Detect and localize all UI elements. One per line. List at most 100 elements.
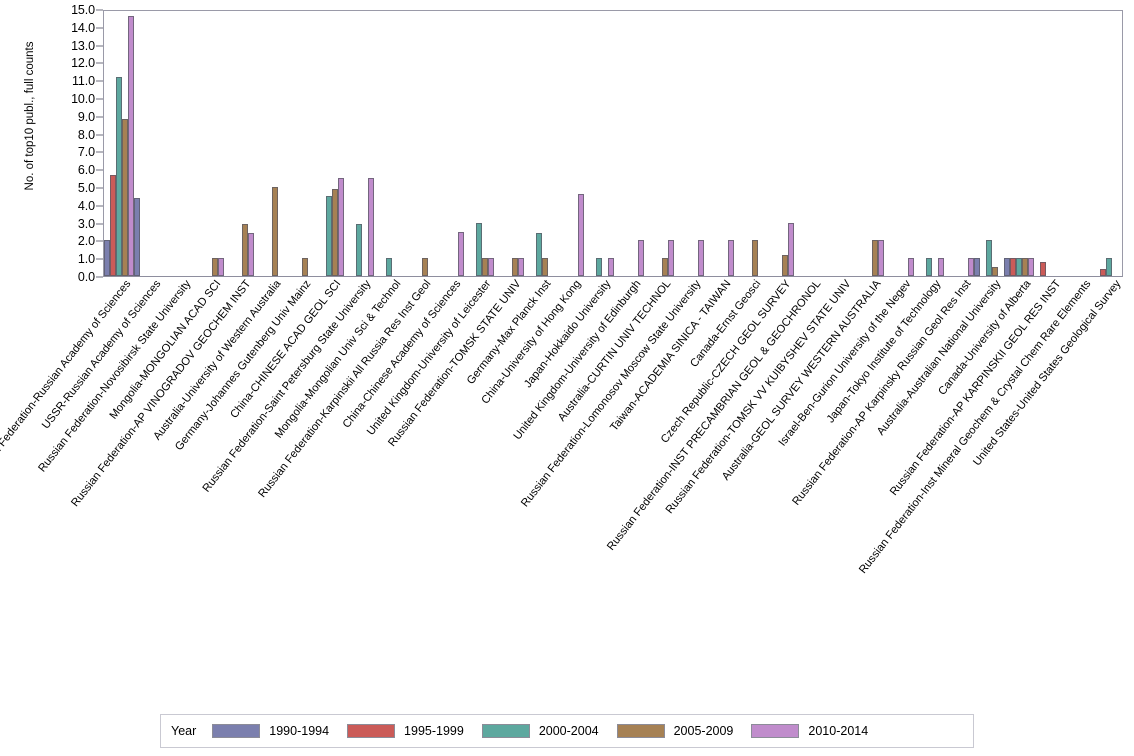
y-tick-mark <box>96 276 103 278</box>
bar-group <box>974 11 1004 276</box>
bar-group <box>494 11 524 276</box>
y-tick-mark <box>96 45 103 47</box>
bar-group <box>104 11 134 276</box>
bar <box>488 258 494 276</box>
bar-group <box>884 11 914 276</box>
legend-item[interactable]: 2005-2009 <box>616 724 734 738</box>
bar <box>662 258 668 276</box>
bar <box>542 258 548 276</box>
bar <box>476 222 482 276</box>
bar <box>728 240 734 276</box>
bar <box>974 258 980 276</box>
bar <box>1010 258 1016 276</box>
legend-item[interactable]: 2010-2014 <box>751 724 868 738</box>
y-tick-label: 11.0 <box>71 74 95 89</box>
bar-group <box>524 11 554 276</box>
y-tick-mark <box>96 258 103 260</box>
y-tick-mark <box>96 116 103 118</box>
bar <box>482 258 488 276</box>
y-tick-label: 10.0 <box>71 92 95 106</box>
y-axis-ticks: 0.0 1.0 2.0 3.0 4.0 5.0 6.0 7.0 8.0 9.0 10.0 11.0 12… <box>0 0 103 287</box>
bar <box>218 258 224 276</box>
bar <box>986 240 992 276</box>
y-tick-label: 2.0 <box>77 234 95 249</box>
bar <box>122 119 128 276</box>
bar-group <box>554 11 584 276</box>
bar-group <box>734 11 764 276</box>
bar-group <box>674 11 704 276</box>
y-tick-mark <box>96 134 103 136</box>
legend-item[interactable]: 1990-1994 <box>212 724 329 738</box>
legend-swatch <box>616 724 665 738</box>
bar <box>1040 261 1046 276</box>
bar-group <box>434 11 464 276</box>
y-tick-mark <box>96 9 103 11</box>
bar-group <box>644 11 674 276</box>
bar <box>752 240 758 276</box>
legend-title: Year <box>171 724 197 738</box>
bar <box>128 16 134 276</box>
bar-group <box>224 11 254 276</box>
y-tick-mark <box>96 240 103 242</box>
x-axis-labels: Russian Federation-Russian Academy of Sc… <box>0 278 1123 608</box>
bar-group <box>464 11 494 276</box>
bar <box>698 240 704 276</box>
bar <box>116 76 122 276</box>
bar <box>668 240 674 276</box>
bar-group <box>1004 11 1034 276</box>
y-tick-label: 15.0 <box>71 3 95 17</box>
y-tick-label: 9.0 <box>77 109 95 124</box>
bar <box>302 258 308 276</box>
plot-area <box>103 10 1123 277</box>
y-tick-mark <box>96 169 103 171</box>
y-tick-label: 6.0 <box>77 163 95 178</box>
y-tick-label: 3.0 <box>77 216 95 231</box>
bar <box>872 240 878 276</box>
y-tick-mark <box>96 187 103 189</box>
y-tick-mark <box>96 205 103 207</box>
y-tick-label: 7.0 <box>77 145 95 160</box>
bar <box>212 258 218 276</box>
legend-item[interactable]: 2000-2004 <box>481 724 599 738</box>
bar-group <box>764 11 794 276</box>
bar <box>578 194 584 276</box>
bar <box>992 267 998 276</box>
bar-group <box>584 11 614 276</box>
y-tick-label: 12.0 <box>71 56 95 71</box>
legend-label: 1995-1999 <box>404 724 464 738</box>
bar <box>332 188 338 276</box>
bar <box>338 178 344 276</box>
bar <box>1004 258 1010 276</box>
bar-group <box>404 11 434 276</box>
legend-label: 2000-2004 <box>538 724 599 738</box>
bar-group <box>344 11 374 276</box>
legend-label: 1990-1994 <box>269 724 330 738</box>
bar <box>638 240 644 276</box>
bar <box>134 197 140 276</box>
bar <box>272 187 278 276</box>
y-tick-mark <box>96 62 103 64</box>
bar <box>458 231 464 276</box>
bar <box>242 224 248 276</box>
legend: Year 1990-1994 1995-1999 2000-2004 2005-200… <box>160 714 974 748</box>
bar <box>878 240 884 276</box>
legend-item[interactable]: 1995-1999 <box>347 724 464 738</box>
y-tick-label: 8.0 <box>77 127 95 142</box>
y-tick-label: 5.0 <box>77 181 95 195</box>
bar <box>248 233 254 276</box>
bar-group <box>944 11 974 276</box>
bar-group <box>614 11 644 276</box>
bar <box>908 258 914 276</box>
bar-group <box>134 11 164 276</box>
y-tick-mark <box>96 151 103 153</box>
bar <box>938 258 944 276</box>
legend-label: 2005-2009 <box>673 724 734 738</box>
bar <box>518 258 524 276</box>
bar-group <box>854 11 884 276</box>
legend-label: 2010-2014 <box>808 724 869 738</box>
y-tick-mark <box>96 27 103 29</box>
bar <box>110 174 116 276</box>
bar-group <box>1094 11 1124 276</box>
bar-group <box>254 11 284 276</box>
bar-group <box>914 11 944 276</box>
